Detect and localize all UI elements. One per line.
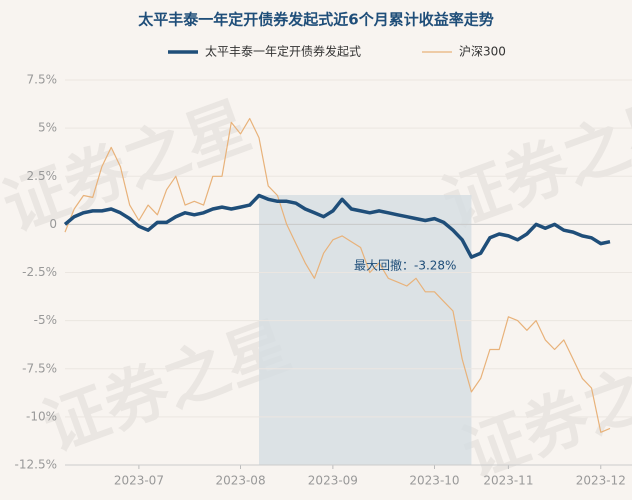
annotation-label: 最大回撤：-3.28%: [354, 258, 456, 273]
y-tick-label: -12.5%: [15, 458, 57, 472]
legend-label: 太平丰泰一年定开债券发起式: [205, 44, 361, 59]
y-tick-label: -7.5%: [22, 361, 57, 375]
x-tick-label: 2023-07: [114, 474, 164, 488]
x-tick-label: 2023-09: [308, 474, 358, 488]
y-tick-label: 7.5%: [27, 73, 58, 87]
series-line: [64, 117, 611, 433]
chart-title: 太平丰泰一年定开债券发起式近6个月累计收益率走势: [138, 11, 493, 29]
y-tick-label: 0: [49, 217, 57, 231]
y-tick-label: -5%: [34, 313, 57, 327]
series-line: [63, 193, 611, 259]
x-tick-label: 2023-11: [483, 474, 533, 488]
y-tick-label: 5%: [38, 121, 57, 135]
x-tick-label: 2023-08: [215, 474, 265, 488]
drawdown-region: [258, 195, 472, 465]
y-tick-label: -10%: [26, 409, 57, 423]
legend-label: 沪深300: [459, 45, 506, 59]
y-tick-label: -2.5%: [22, 265, 57, 279]
x-tick-label: 2023-12: [576, 474, 626, 488]
y-tick-label: 2.5%: [27, 169, 58, 183]
x-tick-label: 2023-10: [409, 474, 459, 488]
